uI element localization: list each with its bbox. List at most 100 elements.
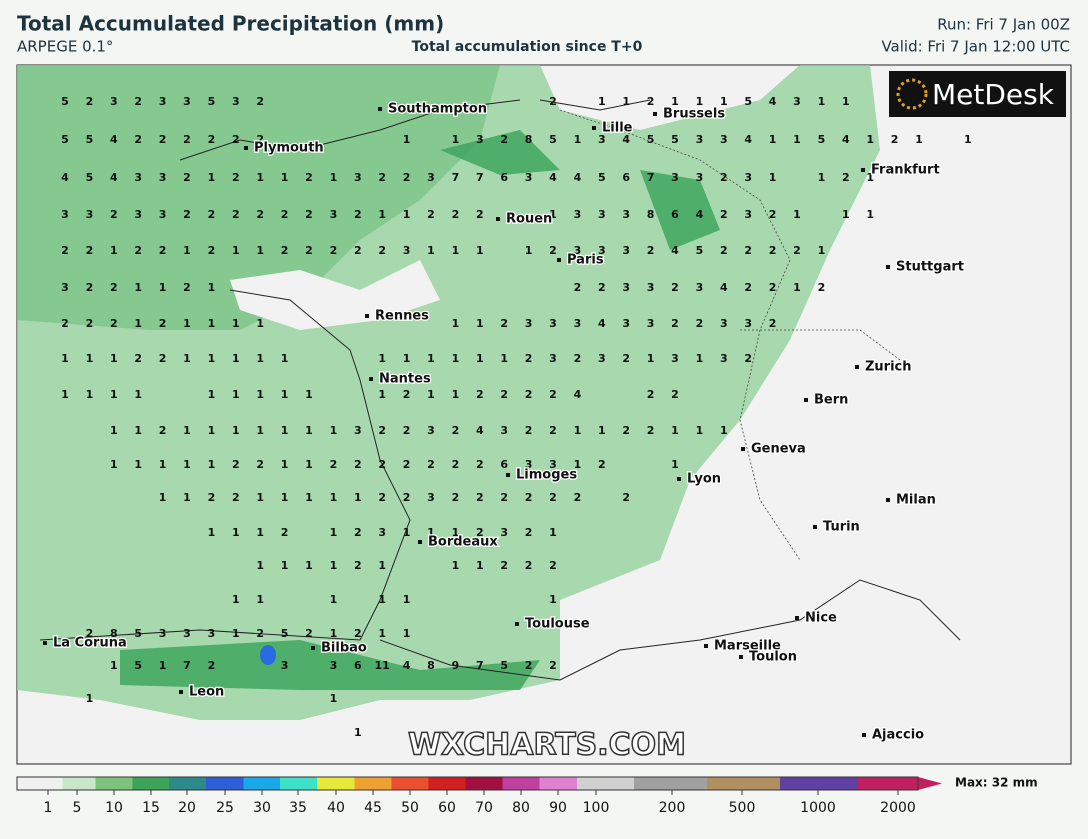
grid-value: 7 <box>647 171 655 184</box>
grid-value: 5 <box>818 133 826 146</box>
grid-value: 1 <box>134 317 142 330</box>
grid-values: 5 2 3 2 3 3 5 3 2 2 1 1 2 1 1 1 5 4 3 1 15 5 4 2 2 2 2 2 2 1 1 3 2 8 5 1 3 4 5… <box>61 95 971 739</box>
grid-value: 4 <box>574 388 582 401</box>
grid-value: 1 <box>598 95 606 108</box>
grid-value: 7 <box>476 659 484 672</box>
grid-value: 8 <box>427 659 435 672</box>
colorbar-segment <box>206 777 244 790</box>
city-label: Rouen <box>506 212 552 227</box>
grid-value: 2 <box>354 559 362 572</box>
grid-value: 3 <box>598 133 606 146</box>
colorbar-label: 15 <box>142 800 160 816</box>
grid-value: 5 <box>86 133 94 146</box>
grid-value: 1 <box>866 133 874 146</box>
grid-value: 1 <box>866 208 874 221</box>
grid-value: 2 <box>622 352 630 365</box>
grid-value: 5 <box>696 244 704 257</box>
grid-value: 1 <box>769 133 777 146</box>
colorbar-label: 1000 <box>800 800 836 816</box>
grid-value: 2 <box>134 244 142 257</box>
grid-value: 1 <box>208 526 216 539</box>
grid-value: 1 <box>403 208 411 221</box>
city-label: Leon <box>189 685 224 700</box>
grid-value: 1 <box>403 133 411 146</box>
grid-value: 2 <box>476 208 484 221</box>
colorbar-segment <box>634 777 707 790</box>
grid-value: 4 <box>574 171 582 184</box>
grid-value: 2 <box>110 281 118 294</box>
grid-value: 3 <box>720 352 728 365</box>
grid-value: 2 <box>354 208 362 221</box>
grid-value: 2 <box>378 171 386 184</box>
grid-value: 2 <box>208 208 216 221</box>
city-label: Nantes <box>379 372 431 387</box>
grid-value: 3 <box>525 171 533 184</box>
grid-value: 2 <box>549 95 557 108</box>
grid-value: 2 <box>549 388 557 401</box>
grid-value: 3 <box>134 208 142 221</box>
grid-value: 1 <box>256 352 264 365</box>
grid-value: 2 <box>525 659 533 672</box>
city-marker <box>739 655 743 659</box>
grid-value: 3 <box>330 659 338 672</box>
grid-value: 1 <box>549 593 557 606</box>
city-label: Frankfurt <box>871 163 940 178</box>
grid-value: 1 <box>452 526 460 539</box>
grid-value: 1 <box>61 352 69 365</box>
grid-value: 5 <box>671 133 679 146</box>
colorbar-label: 50 <box>401 800 419 816</box>
grid-value: 2 <box>671 388 679 401</box>
grid-value: 1 <box>427 388 435 401</box>
grid-value: 2 <box>110 208 118 221</box>
city-label: Bordeaux <box>428 535 498 550</box>
grid-value: 1 <box>330 692 338 705</box>
grid-value: 2 <box>720 208 728 221</box>
grid-value: 2 <box>720 171 728 184</box>
title: Total Accumulated Precipitation (mm) <box>17 12 444 36</box>
grid-value: 2 <box>281 244 289 257</box>
grid-value: 2 <box>549 659 557 672</box>
grid-value: 1 <box>403 526 411 539</box>
grid-value: 1 <box>818 244 826 257</box>
grid-value: 2 <box>574 352 582 365</box>
grid-value: 2 <box>769 244 777 257</box>
colorbar-segment <box>707 777 780 790</box>
colorbar: 1 5 10 15 20 25 30 35 40 45 50 60 70 80 90 100 200 500 100… <box>16 776 942 816</box>
grid-value: 1 <box>208 281 216 294</box>
grid-value: 4 <box>110 171 118 184</box>
grid-value: 1 <box>793 133 801 146</box>
grid-value: 3 <box>696 171 704 184</box>
grid-value: 4 <box>769 95 777 108</box>
grid-value: 5 <box>134 659 142 672</box>
grid-value: 2 <box>720 244 728 257</box>
city-marker <box>861 168 865 172</box>
grid-value: 6 <box>500 458 508 471</box>
grid-value: 1 <box>134 281 142 294</box>
city-marker <box>365 314 369 318</box>
grid-value: 3 <box>330 208 338 221</box>
grid-value: 3 <box>744 317 752 330</box>
city-label: Marseille <box>714 639 781 654</box>
city-label: Toulouse <box>525 617 590 632</box>
grid-value: 1 <box>671 424 679 437</box>
grid-value: 2 <box>500 317 508 330</box>
grid-value: 1 <box>256 491 264 504</box>
grid-value: 1 <box>696 95 704 108</box>
city-label: Lille <box>602 121 633 136</box>
grid-value: 1 <box>330 559 338 572</box>
grid-value: 2 <box>647 424 655 437</box>
grid-value: 3 <box>525 458 533 471</box>
grid-value: 3 <box>647 281 655 294</box>
grid-value: 1 <box>232 388 240 401</box>
grid-value: 4 <box>110 133 118 146</box>
grid-value: 2 <box>305 244 313 257</box>
grid-value: 1 <box>378 593 386 606</box>
grid-value: 1 <box>86 352 94 365</box>
city-marker <box>369 377 373 381</box>
grid-value: 2 <box>744 244 752 257</box>
grid-value: 2 <box>159 424 167 437</box>
grid-value: 2 <box>256 627 264 640</box>
city-label: Plymouth <box>254 141 324 156</box>
grid-value: 5 <box>549 133 557 146</box>
colorbar-label: 45 <box>364 800 382 816</box>
